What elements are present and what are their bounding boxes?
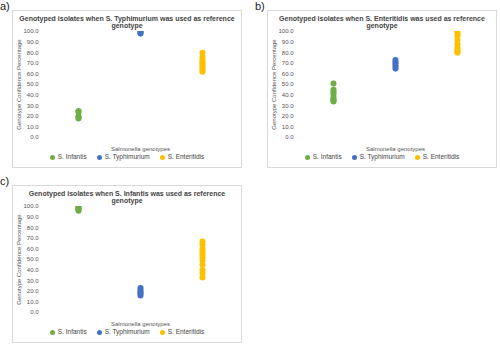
svg-text:10.0: 10.0 <box>27 299 39 305</box>
svg-text:Genotype Confidence Percentage: Genotype Confidence Percentage <box>271 39 277 130</box>
svg-text:20.0: 20.0 <box>27 288 39 294</box>
svg-text:30.0: 30.0 <box>27 103 39 109</box>
svg-text:60.0: 60.0 <box>27 71 39 77</box>
svg-text:30.0: 30.0 <box>27 278 39 284</box>
svg-text:90.0: 90.0 <box>27 39 39 45</box>
html-text:S. Enteritidis: S. Enteritidis <box>167 328 205 335</box>
html-text:S. Infantis: S. Infantis <box>57 153 87 160</box>
html-text:S. Typhimurium: S. Typhimurium <box>104 328 150 335</box>
svg-text:40.0: 40.0 <box>27 267 39 273</box>
html-text:S. Infantis: S. Infantis <box>312 153 342 160</box>
html-text:a): a) <box>0 0 10 12</box>
svg-text:0.0: 0.0 <box>30 309 39 315</box>
svg-text:70.0: 70.0 <box>282 60 294 66</box>
svg-text:Genotype Confidence Percentage: Genotype Confidence Percentage <box>16 214 22 305</box>
svg-text:30.0: 30.0 <box>282 103 294 109</box>
svg-text:20.0: 20.0 <box>27 113 39 119</box>
svg-text:20.0: 20.0 <box>282 113 294 119</box>
svg-text:Salmonella genotypes: Salmonella genotypes <box>111 321 170 327</box>
html-text:S. Typhimurium: S. Typhimurium <box>359 153 405 160</box>
svg-text:Salmonella genotypes: Salmonella genotypes <box>111 146 170 152</box>
svg-text:80.0: 80.0 <box>27 225 39 231</box>
html-text:Genotyped isolates when S. Typ: Genotyped isolates when S. Typhimurium w… <box>19 15 235 29</box>
svg-text:Genotype Confidence Percentage: Genotype Confidence Percentage <box>16 39 22 130</box>
html-text:b): b) <box>255 0 265 12</box>
svg-text:Salmonella genotypes: Salmonella genotypes <box>366 146 425 152</box>
svg-text:60.0: 60.0 <box>27 246 39 252</box>
svg-text:40.0: 40.0 <box>27 92 39 98</box>
svg-text:70.0: 70.0 <box>27 60 39 66</box>
html-text:Genotyped isolates when S. Ent: Genotyped isolates when S. Enteritidis w… <box>279 15 485 29</box>
svg-text:0.0: 0.0 <box>285 134 294 140</box>
svg-text:50.0: 50.0 <box>282 81 294 87</box>
html-text:c): c) <box>0 175 10 187</box>
svg-text:100.0: 100.0 <box>23 203 39 209</box>
svg-text:70.0: 70.0 <box>27 235 39 241</box>
html-text:S. Enteritidis: S. Enteritidis <box>422 153 460 160</box>
svg-text:80.0: 80.0 <box>27 50 39 56</box>
svg-text:100.0: 100.0 <box>278 28 294 34</box>
svg-text:40.0: 40.0 <box>282 92 294 98</box>
svg-text:100.0: 100.0 <box>23 28 39 34</box>
svg-text:80.0: 80.0 <box>282 50 294 56</box>
svg-text:50.0: 50.0 <box>27 81 39 87</box>
svg-text:10.0: 10.0 <box>27 124 39 130</box>
html-text:S. Enteritidis: S. Enteritidis <box>167 153 205 160</box>
html-text:S. Typhimurium: S. Typhimurium <box>104 153 150 160</box>
svg-text:0.0: 0.0 <box>30 134 39 140</box>
svg-text:90.0: 90.0 <box>282 39 294 45</box>
svg-text:60.0: 60.0 <box>282 71 294 77</box>
svg-text:90.0: 90.0 <box>27 214 39 220</box>
svg-text:10.0: 10.0 <box>282 124 294 130</box>
html-text:Genotyped isolates when S. Inf: Genotyped isolates when S. Infantis was … <box>28 190 226 204</box>
html-text:S. Infantis: S. Infantis <box>57 328 87 335</box>
svg-text:50.0: 50.0 <box>27 256 39 262</box>
